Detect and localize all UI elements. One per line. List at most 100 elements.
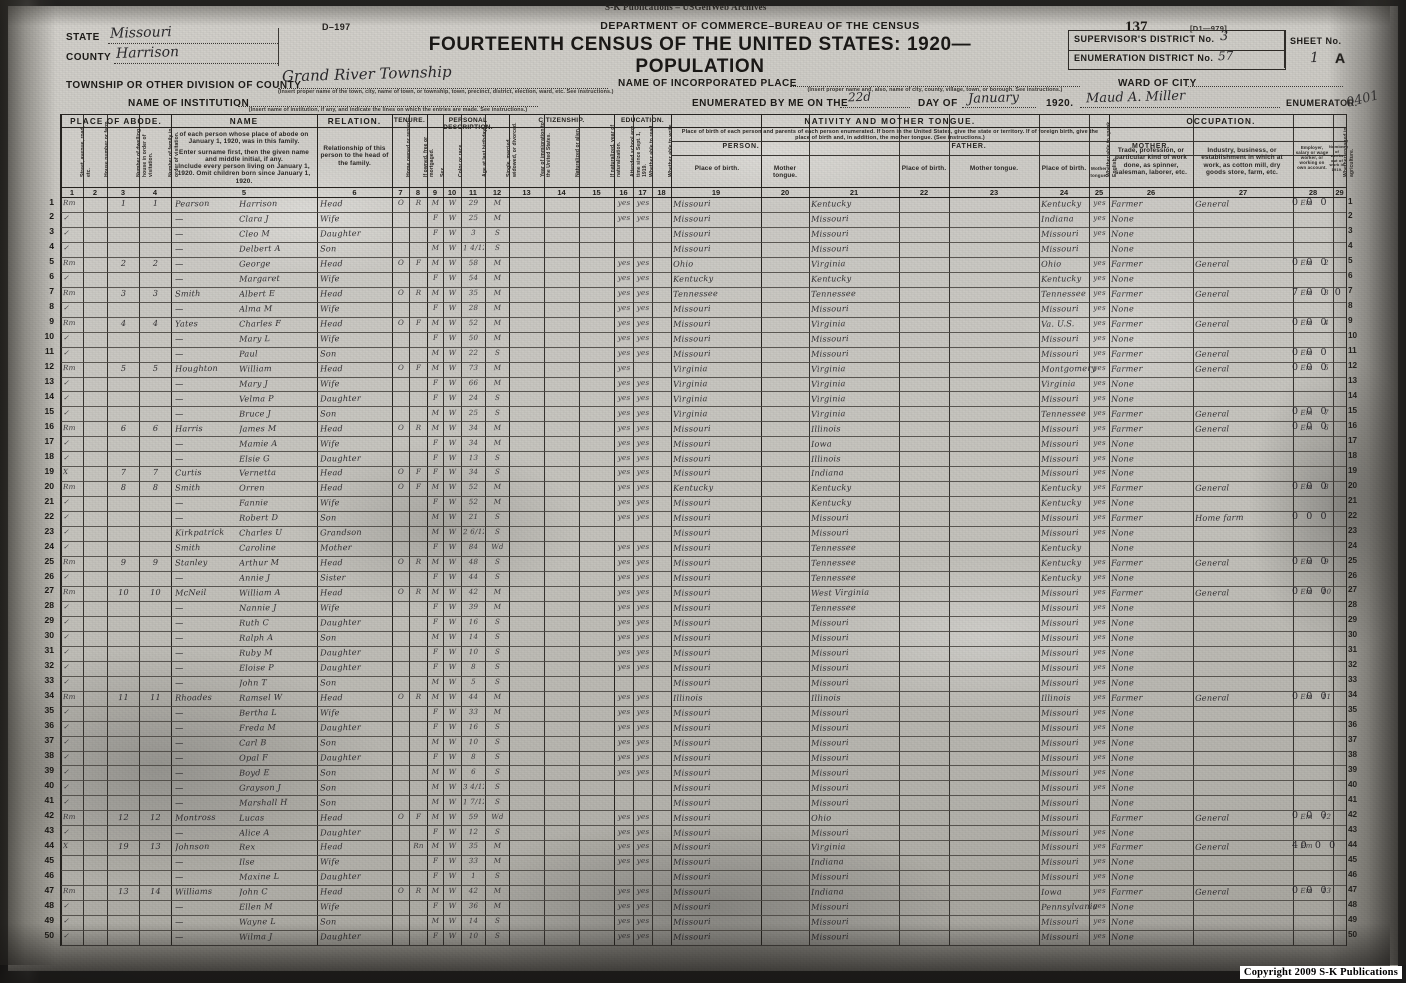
cell-relation: Head [319,482,344,493]
cell-free-or-mortgaged: R [415,557,422,567]
vertical-column-caption: If owned, free or mortgaged. [423,136,435,177]
cell-relation: Wife [319,273,340,284]
cell-marital-status: M [493,482,502,492]
row-divider [61,585,1346,587]
cell-place-of-birth: Kentucky [672,482,714,494]
cell-place-of-birth: Missouri [672,706,711,718]
line-number-left: 34 [44,690,54,701]
cell-age: 35 [468,287,479,298]
cell-street: Rm [62,587,76,597]
cell-surname: — [174,213,184,224]
cell-free-or-mortgaged: F [415,467,422,477]
supervisor-label: SUPERVISOR'S DISTRICT No. [1074,34,1215,44]
cell-sex: F [432,377,439,387]
cell-race: W [448,587,457,597]
cell-race: W [448,512,457,522]
cell-place-of-birth: Missouri [672,871,711,883]
column-divider [949,115,950,945]
cell-occupation-trade: Farmer [1110,811,1143,823]
cell-engaged-in-agriculture: yes [1093,512,1106,522]
cell-able-to-write: yes [636,482,650,492]
column-divider [1109,115,1110,945]
cell-place-of-birth: Missouri [672,317,711,329]
column-number: 1 [69,188,75,197]
cell-father-place-of-birth: Missouri [810,243,849,254]
cell-sex: F [432,392,439,402]
line-number-right: 37 [1348,735,1358,745]
line-number-right: 40 [1348,779,1358,789]
column-divider [171,115,172,945]
column-divider [443,115,444,945]
cell-engaged-in-agriculture: yes [1093,392,1106,402]
cell-occupation-trade: None [1110,871,1135,883]
line-number-left: 12 [44,361,54,372]
cell-age: 33 [468,856,479,866]
cell-father-place-of-birth: Virginia [810,258,846,269]
line-number-left: 19 [44,465,54,476]
line-number-right: 47 [1348,884,1358,894]
cell-able-to-write: yes [636,811,650,821]
column-number: 7 [398,188,403,197]
cell-place-of-birth: Missouri [672,587,711,598]
line-number-left: 31 [44,645,54,656]
cell-occupation-trade: Farmer [1110,482,1143,494]
occupation-trade: Trade, profession, or particular kind of… [1115,147,1188,177]
cell-sex: M [431,766,440,776]
cell-sex: M [431,362,440,372]
line-number-left: 10 [44,331,54,342]
row-divider [61,271,1346,273]
row-divider [61,331,1346,333]
cell-given-name: Alma M [238,302,273,314]
cell-marital-status: M [493,901,502,911]
cell-engaged-in-agriculture: yes [1093,257,1106,268]
cell-street: Rm [62,482,76,492]
cell-relation: Wife [319,856,340,867]
township-note: (Insert proper name of the town, city, n… [278,89,614,95]
cell-home-owned: O [397,362,405,372]
cell-given-name: Mary L [238,332,271,344]
cell-able-to-read: yes [617,317,631,327]
cell-place-of-birth: Virginia [672,392,708,404]
line-number-left: 21 [44,495,54,506]
row-divider [61,690,1346,692]
cell-marital-status: S [494,796,501,806]
column-divider [614,115,615,945]
cell-able-to-write: yes [636,332,650,342]
cell-place-of-birth: Missouri [672,243,711,254]
line-number-right: 24 [1348,540,1358,550]
cell-dwelling-number: 3 [120,287,127,299]
cell-able-to-write: yes [636,766,650,776]
cell-race: W [448,841,457,851]
cell-able-to-read: yes [617,422,631,432]
vertical-column-caption: Whether able to read. [649,124,655,177]
line-number-left: 29 [44,615,54,626]
tally-zeros: 0 0 0 [1292,885,1330,897]
cell-engaged-in-agriculture: yes [1093,871,1106,881]
cell-marital-status: S [494,931,501,941]
cell-age: 5 [471,676,476,686]
tally-zeros: 0 0 0 [1292,346,1330,358]
cell-able-to-write: yes [636,587,650,597]
cell-able-to-write: yes [636,542,650,552]
vertical-column-caption: Year of immigration to the United States… [540,122,552,177]
cell-able-to-write: yes [636,392,650,402]
cell-dwelling-number: 1 [120,198,127,209]
cell-able-to-read: yes [617,257,631,268]
tally-zeros: 0 0 0 [1292,361,1330,373]
line-number-left: 7 [49,286,54,297]
cell-family-number: 1 [152,198,159,209]
month-rule [962,107,1036,108]
row-divider [61,795,1346,797]
vertical-column-caption: Attended school any time since Sept. 1, … [630,125,648,177]
cell-street: ✓ [62,273,70,283]
cell-age: 3 4/12 [462,781,485,791]
cell-home-owned: O [397,198,405,208]
cell-marital-status: M [493,198,502,208]
cell-given-name: Wilma J [238,931,273,942]
column-number: 24 [1059,188,1069,197]
cell-occupation-industry: General [1194,841,1230,853]
cell-race: W [448,422,457,432]
line-number-left: 2 [49,211,54,222]
column-divider [409,115,410,945]
cell-surname: Smith [174,542,201,553]
